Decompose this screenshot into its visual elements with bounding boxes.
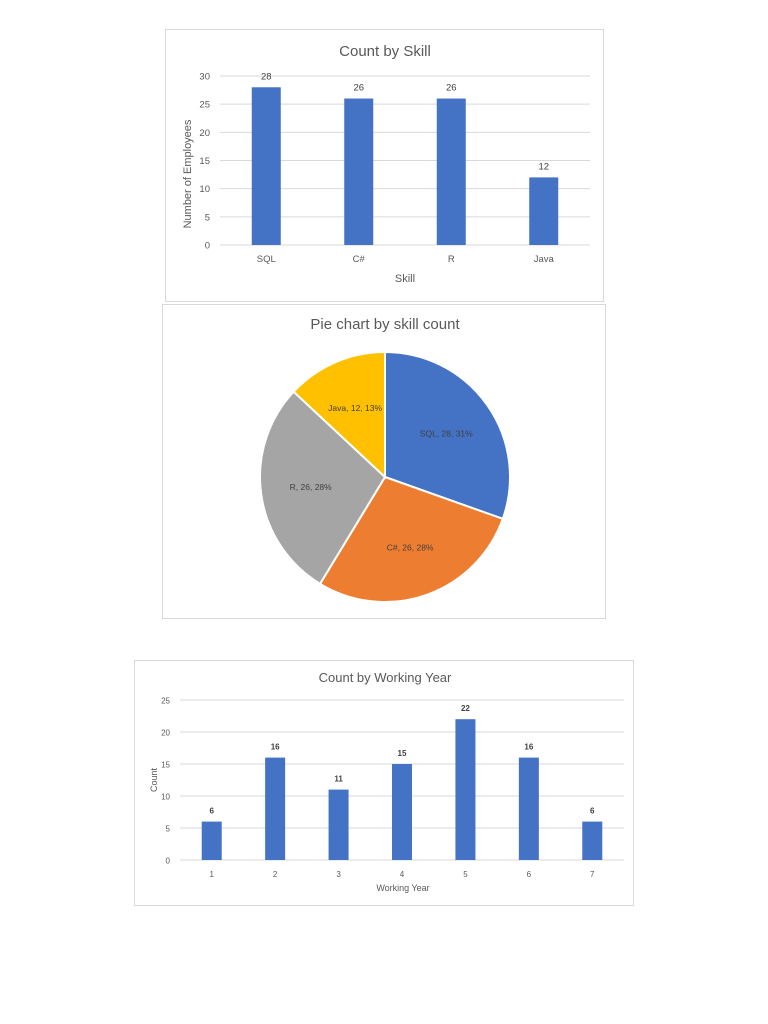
y-tick-label: 25 [161,697,170,706]
data-label: 26 [446,83,457,94]
y-tick-label: 10 [161,793,170,802]
plot-area: 0 5 10 15 20 25 6 1 16 2 11 3 15 4 22 5 16 6 6 7 [161,697,624,879]
pie-slice-r [259,390,387,586]
y-tick-label: 15 [199,156,210,167]
bar [265,757,286,860]
y-tick-label: 25 [199,100,210,111]
bar [328,789,349,860]
data-label: 28 [261,71,272,82]
data-label: 22 [461,704,470,713]
x-tick-label: 7 [590,870,595,879]
working-year-bar-chart-plot: Count by Working Year Count Working Year… [149,670,624,893]
y-tick-label: 10 [199,184,210,195]
pie-slice-java [292,350,386,480]
skill-pie-chart-plot: Pie chart by skill count SQL, 28, 31% C#,… [259,316,511,603]
x-axis-label: Working Year [376,883,429,893]
data-label: 16 [271,743,280,752]
data-label: 6 [590,807,595,816]
working-year-bar-chart: Count by Working Year Count Working Year… [134,660,634,906]
x-tick-label: 2 [273,870,278,879]
bar [529,177,559,245]
y-tick-label: 30 [199,72,210,83]
skill-pie-chart: Pie chart by skill count SQL, 28, 31% C#,… [162,304,606,619]
x-tick-label: C# [353,254,366,265]
pie-data-label: Java, 12, 13% [328,403,382,413]
y-tick-label: 20 [161,729,170,738]
pie-slice-sql [384,350,511,521]
plot-area: 0 5 10 15 20 25 30 28 SQL 26 C# 26 R 12 Java [199,71,590,265]
bar [251,87,281,245]
bar [582,821,603,860]
y-axis-label: Count [149,768,159,793]
y-tick-label: 5 [205,212,210,223]
x-tick-label: 3 [336,870,341,879]
bar [201,821,222,860]
skill-bar-chart-plot: Count by Skill Number of Employees Skill… [182,43,590,285]
x-tick-label: SQL [257,254,276,265]
data-label: 26 [353,83,364,94]
x-tick-label: 5 [463,870,468,879]
data-label: 16 [524,743,533,752]
y-tick-label: 15 [161,761,170,770]
pie-slice-csharp [318,475,505,603]
skill-bar-chart: Count by Skill Number of Employees Skill… [165,29,604,302]
bar [436,98,466,246]
chart-title: Pie chart by skill count [310,316,460,333]
x-tick-label: Java [534,254,555,265]
bar [455,719,476,860]
chart-title: Count by Working Year [319,670,452,685]
y-axis-label: Number of Employees [182,119,194,228]
bar [518,757,539,860]
data-label: 11 [334,775,343,784]
pie-data-label: C#, 26, 28% [387,543,434,553]
y-tick-label: 0 [205,241,210,252]
data-label: 6 [209,807,214,816]
y-tick-label: 0 [166,857,171,866]
data-label: 12 [538,161,549,172]
x-tick-label: R [448,254,455,265]
y-tick-label: 5 [166,825,171,834]
y-tick-label: 20 [199,128,210,139]
x-axis-label: Skill [395,273,415,285]
x-tick-label: 4 [400,870,405,879]
pie-data-label: R, 26, 28% [290,482,332,492]
data-label: 15 [398,749,407,758]
bar [344,98,374,246]
bar [392,764,412,860]
chart-title: Count by Skill [339,43,431,60]
pie-data-label: SQL, 28, 31% [420,429,473,439]
x-tick-label: 1 [209,870,214,879]
pie-area: SQL, 28, 31% C#, 26, 28% R, 26, 28% Java, 1… [259,350,511,603]
x-tick-label: 6 [527,870,532,879]
